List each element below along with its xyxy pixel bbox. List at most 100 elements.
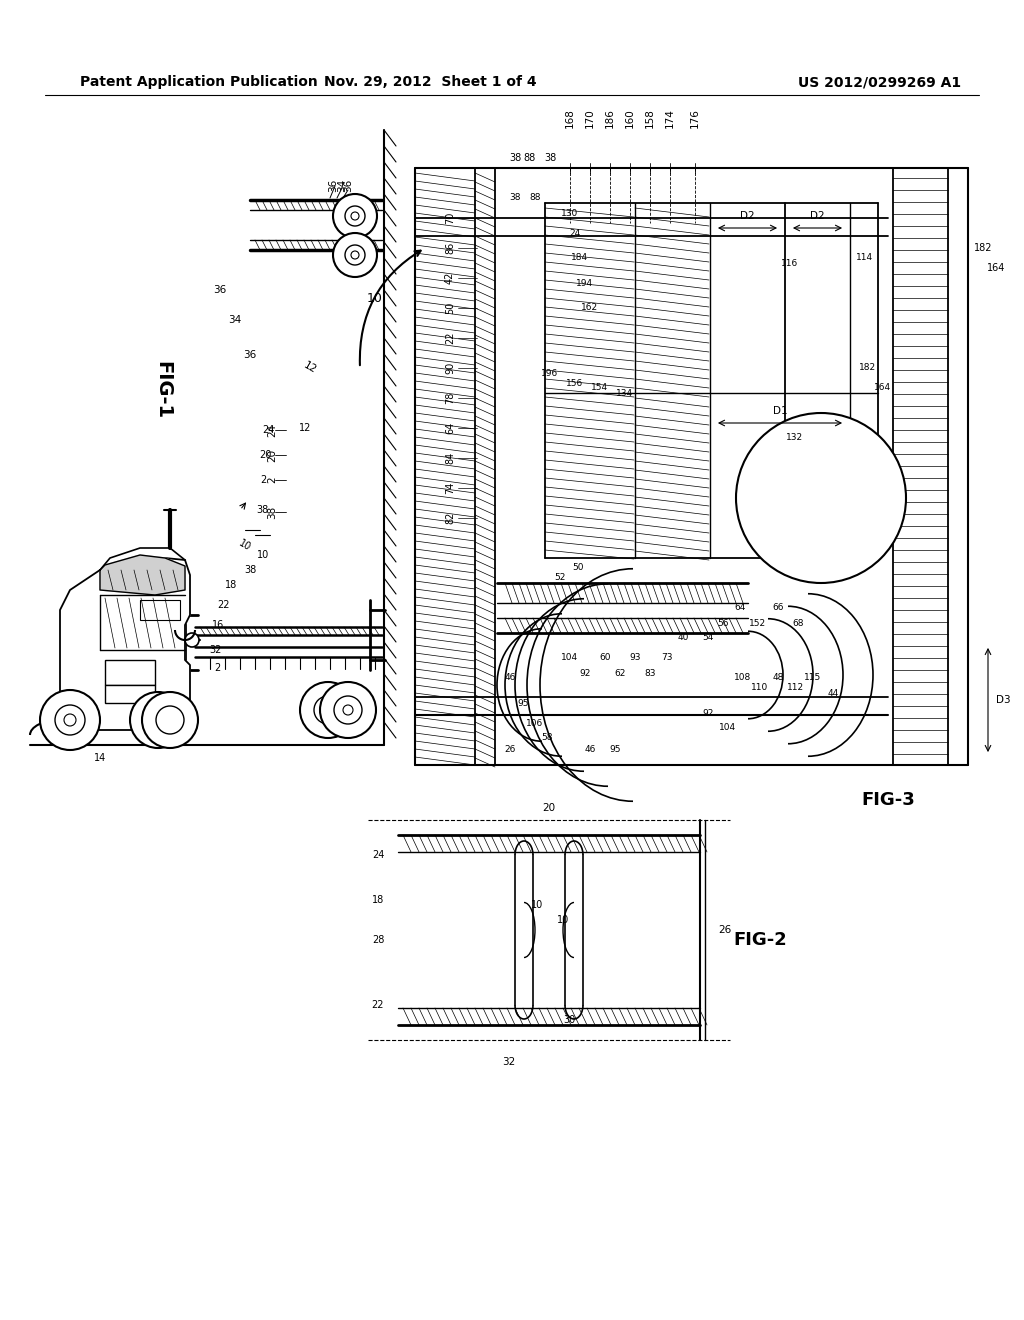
Circle shape — [351, 213, 359, 220]
Text: 50: 50 — [572, 564, 584, 573]
Text: 64: 64 — [734, 603, 745, 612]
Text: 60: 60 — [599, 653, 610, 663]
Text: 152: 152 — [750, 619, 767, 627]
Text: 34: 34 — [337, 178, 347, 191]
Text: 22: 22 — [445, 331, 455, 345]
Text: 84: 84 — [445, 451, 455, 465]
Text: FIG-1: FIG-1 — [154, 360, 172, 418]
Text: 106: 106 — [526, 718, 544, 727]
Circle shape — [156, 706, 184, 734]
Text: 36: 36 — [244, 350, 257, 360]
Text: 104: 104 — [720, 723, 736, 733]
Text: 164: 164 — [874, 384, 892, 392]
Text: 48: 48 — [772, 673, 783, 682]
Text: D1: D1 — [773, 407, 787, 416]
Text: 10: 10 — [530, 900, 543, 909]
Text: 182: 182 — [859, 363, 877, 372]
Text: FIG-2: FIG-2 — [733, 931, 786, 949]
Text: 28: 28 — [372, 935, 384, 945]
Text: 18: 18 — [372, 895, 384, 906]
Text: 38: 38 — [544, 153, 556, 162]
Text: 24: 24 — [569, 228, 581, 238]
Circle shape — [343, 705, 353, 715]
Text: 182: 182 — [974, 243, 992, 253]
Polygon shape — [100, 554, 185, 595]
Text: 112: 112 — [787, 684, 805, 693]
Text: D2: D2 — [739, 211, 755, 220]
Text: 20: 20 — [267, 449, 278, 462]
Circle shape — [63, 714, 76, 726]
Text: 36: 36 — [343, 178, 353, 191]
Text: 88: 88 — [529, 194, 541, 202]
Text: 174: 174 — [665, 108, 675, 128]
Text: 38: 38 — [267, 506, 278, 519]
Text: 40: 40 — [677, 634, 689, 643]
Circle shape — [333, 194, 377, 238]
Text: 88: 88 — [524, 153, 537, 162]
Text: 12: 12 — [302, 360, 318, 376]
Text: 184: 184 — [571, 253, 589, 263]
Text: 36: 36 — [328, 178, 338, 191]
Text: 54: 54 — [702, 634, 714, 643]
Text: 95: 95 — [609, 746, 621, 755]
Bar — [105, 660, 155, 685]
Text: Patent Application Publication: Patent Application Publication — [80, 75, 317, 88]
Text: 154: 154 — [592, 384, 608, 392]
Text: 108: 108 — [734, 673, 752, 682]
Bar — [105, 685, 155, 704]
Circle shape — [142, 692, 198, 748]
Circle shape — [300, 682, 356, 738]
Circle shape — [319, 682, 376, 738]
Text: 156: 156 — [566, 379, 584, 388]
Text: 74: 74 — [445, 482, 455, 494]
Text: 168: 168 — [565, 108, 575, 128]
Text: D3: D3 — [995, 696, 1011, 705]
Text: 132: 132 — [786, 433, 804, 442]
Text: 52: 52 — [554, 573, 565, 582]
Text: 114: 114 — [856, 253, 873, 263]
Text: 2: 2 — [214, 663, 220, 673]
Bar — [140, 601, 180, 620]
Text: 66: 66 — [772, 603, 783, 612]
Text: 78: 78 — [445, 392, 455, 404]
Text: 130: 130 — [561, 209, 579, 218]
Text: 95: 95 — [517, 698, 528, 708]
Text: 86: 86 — [445, 242, 455, 255]
Polygon shape — [60, 558, 190, 730]
Text: D2: D2 — [810, 211, 824, 220]
Text: 20: 20 — [543, 803, 556, 813]
Text: 104: 104 — [561, 653, 579, 663]
Text: 2: 2 — [260, 475, 266, 484]
Text: 162: 162 — [582, 304, 599, 313]
Circle shape — [153, 715, 163, 725]
Text: 10: 10 — [367, 292, 383, 305]
Text: US 2012/0299269 A1: US 2012/0299269 A1 — [799, 75, 962, 88]
Text: 170: 170 — [585, 108, 595, 128]
Text: 50: 50 — [445, 302, 455, 314]
Text: 38: 38 — [256, 506, 268, 515]
Circle shape — [333, 234, 377, 277]
Text: 34: 34 — [228, 315, 242, 325]
Text: 116: 116 — [781, 259, 799, 268]
Circle shape — [314, 696, 342, 723]
Text: 24: 24 — [267, 424, 278, 437]
Text: 10: 10 — [238, 537, 253, 552]
Text: 22: 22 — [372, 1001, 384, 1010]
Text: 160: 160 — [625, 108, 635, 128]
Text: 176: 176 — [690, 108, 700, 128]
Circle shape — [345, 206, 365, 226]
Circle shape — [130, 692, 186, 748]
Text: 68: 68 — [793, 619, 804, 627]
Circle shape — [345, 246, 365, 265]
Text: 2: 2 — [267, 477, 278, 483]
Text: 92: 92 — [702, 709, 714, 718]
Text: 38: 38 — [509, 153, 521, 162]
Text: 196: 196 — [542, 368, 559, 378]
Text: FIG-3: FIG-3 — [861, 791, 914, 809]
Text: 26: 26 — [719, 925, 731, 935]
Circle shape — [334, 696, 362, 723]
Text: 92: 92 — [580, 668, 591, 677]
Text: 186: 186 — [605, 108, 615, 128]
Text: 134: 134 — [616, 388, 634, 397]
Circle shape — [55, 705, 85, 735]
